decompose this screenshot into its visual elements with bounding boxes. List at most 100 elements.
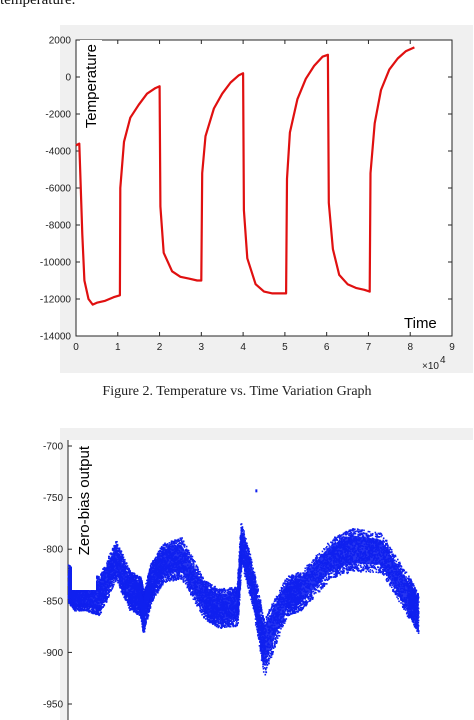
- scatter-point: [138, 577, 140, 579]
- scatter-point: [131, 608, 134, 611]
- scatter-point: [149, 607, 152, 609]
- scatter-point: [125, 596, 127, 599]
- scatter-point: [124, 558, 126, 561]
- scatter-point: [97, 575, 100, 578]
- scatter-point: [84, 602, 87, 605]
- scatter-point: [131, 572, 134, 575]
- scatter-point: [161, 583, 164, 586]
- scatter-point: [122, 593, 124, 596]
- scatter-point: [91, 605, 93, 607]
- scatter-point: [120, 550, 123, 552]
- scatter-point: [153, 561, 155, 564]
- scatter-point: [111, 587, 114, 589]
- scatter-point: [126, 601, 129, 604]
- scatter-point: [88, 607, 90, 610]
- scatter-point: [111, 583, 113, 585]
- scatter-point: [71, 601, 74, 604]
- scatter-point: [147, 602, 150, 605]
- y-tick-label: -4000: [45, 147, 71, 158]
- scatter-point: [121, 557, 124, 560]
- scatter-point: [136, 579, 138, 582]
- scatter-point: [147, 611, 150, 614]
- scatter-point: [96, 577, 99, 580]
- scatter-point: [160, 580, 162, 583]
- scatter-point: [146, 617, 149, 620]
- scatter-point: [125, 567, 127, 570]
- scatter-point: [104, 593, 107, 596]
- scatter-point: [136, 611, 138, 613]
- y-tick-label: -12000: [40, 295, 72, 306]
- scatter-point: [132, 578, 135, 581]
- scatter-point: [107, 596, 109, 598]
- scatter-point: [106, 597, 108, 600]
- scatter-point: [135, 577, 138, 580]
- scatter-point: [109, 588, 112, 591]
- scatter-point: [117, 581, 120, 583]
- scatter-point: [85, 608, 87, 610]
- scatter-point: [86, 610, 89, 612]
- scatter-point: [100, 575, 103, 577]
- scatter-point: [117, 547, 120, 550]
- scatter-point: [144, 625, 146, 627]
- scatter-point: [151, 592, 154, 595]
- scatter-point: [96, 579, 99, 582]
- scatter-point: [114, 572, 116, 575]
- scatter-point: [129, 576, 132, 578]
- scatter-point: [108, 557, 110, 560]
- ylabel-bg-1: [80, 40, 102, 136]
- scatter-point: [148, 610, 151, 613]
- scatter-point: [100, 601, 103, 603]
- scatter-point: [162, 576, 165, 579]
- scatter-point: [131, 604, 134, 606]
- y-tick-label: -2000: [45, 110, 71, 121]
- scatter-point: [68, 567, 70, 569]
- scatter-point: [79, 609, 81, 611]
- scatter-point: [149, 605, 152, 608]
- scatter-point: [123, 562, 125, 565]
- scatter-point: [133, 606, 135, 608]
- scatter-point: [115, 574, 117, 577]
- scatter-point: [150, 595, 152, 598]
- scatter-point: [162, 575, 164, 577]
- scatter-point: [90, 606, 93, 608]
- x-exponent: 4: [440, 355, 446, 366]
- scatter-point: [150, 567, 152, 569]
- scatter-point: [75, 606, 78, 609]
- scatter-point: [161, 580, 164, 582]
- y-tick-label: -8000: [45, 221, 71, 232]
- scatter-point: [111, 578, 114, 581]
- scatter-point: [158, 579, 161, 582]
- scatter-point: [107, 555, 110, 558]
- y-tick-label: 0: [65, 73, 71, 84]
- scatter-point: [95, 609, 98, 611]
- scatter-point: [153, 589, 156, 591]
- scatter-point: [96, 575, 99, 578]
- x-tick-label: 3: [199, 342, 205, 353]
- scatter-point: [97, 608, 100, 611]
- scatter-point: [146, 606, 149, 609]
- scatter-point: [95, 606, 97, 609]
- scatter-point: [128, 568, 131, 571]
- scatter-point: [111, 583, 114, 586]
- scatter-point: [151, 599, 153, 602]
- scatter-point: [155, 585, 157, 587]
- scatter-point: [110, 582, 112, 585]
- scatter-point: [104, 598, 107, 601]
- scatter-point: [145, 621, 147, 623]
- scatter-point: [116, 544, 118, 547]
- scatter-point: [98, 577, 100, 579]
- scatter-point: [127, 602, 130, 605]
- scatter-point: [69, 597, 71, 600]
- scatter-point: [138, 578, 140, 580]
- scatter-point: [153, 592, 156, 594]
- scatter-point: [85, 606, 88, 608]
- scatter-point: [114, 545, 117, 547]
- scatter-point: [154, 587, 156, 589]
- scatter-point: [144, 623, 147, 625]
- scatter-point: [158, 554, 160, 556]
- scatter-point: [113, 545, 115, 547]
- scatter-point: [105, 598, 108, 601]
- x-tick-label: 4: [240, 342, 246, 353]
- scatter-point: [122, 592, 125, 595]
- scatter-point: [150, 600, 153, 602]
